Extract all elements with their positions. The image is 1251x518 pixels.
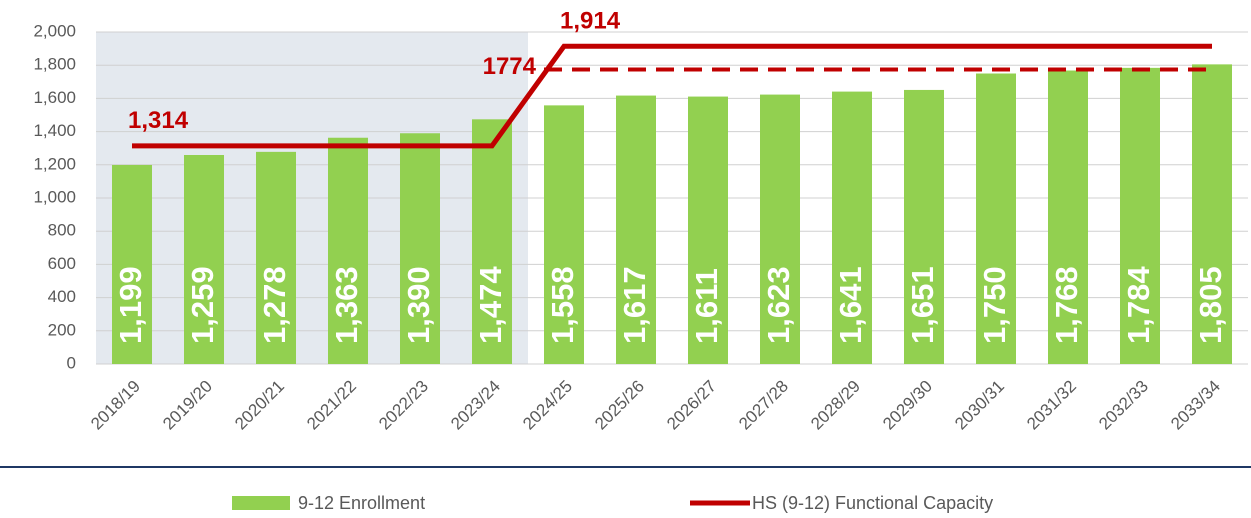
bar-value-label: 1,623 bbox=[761, 266, 796, 344]
y-tick-label: 1,400 bbox=[33, 121, 76, 140]
x-tick-label: 2031/32 bbox=[1023, 377, 1080, 434]
bar bbox=[112, 164, 152, 364]
x-tick-label: 2033/34 bbox=[1167, 377, 1224, 434]
legend-swatch bbox=[232, 496, 290, 510]
bar-value-label: 1,805 bbox=[1193, 266, 1228, 344]
bar bbox=[760, 94, 800, 364]
x-tick-label: 2019/20 bbox=[159, 377, 216, 434]
bar-value-label: 1,651 bbox=[905, 266, 940, 344]
bar-value-label: 1,363 bbox=[329, 266, 364, 344]
x-tick-label: 2026/27 bbox=[663, 377, 720, 434]
bar-value-label: 1,617 bbox=[617, 266, 652, 344]
x-tick-label: 2029/30 bbox=[879, 377, 936, 434]
bar bbox=[976, 73, 1016, 364]
bar bbox=[400, 133, 440, 364]
y-tick-label: 1,800 bbox=[33, 55, 76, 74]
bar-value-label: 1,278 bbox=[257, 266, 292, 344]
x-tick-label: 2032/33 bbox=[1095, 377, 1152, 434]
legend-label: 9-12 Enrollment bbox=[298, 493, 425, 513]
bar-value-label: 1,611 bbox=[689, 268, 724, 344]
bar bbox=[1192, 64, 1232, 365]
y-tick-label: 800 bbox=[48, 221, 76, 240]
bar bbox=[1048, 70, 1088, 365]
bar bbox=[832, 91, 872, 365]
bar bbox=[472, 119, 512, 364]
annotation: 1,914 bbox=[560, 8, 621, 35]
bar-value-label: 1,784 bbox=[1121, 266, 1156, 344]
annotation: 1,314 bbox=[128, 107, 189, 134]
bar bbox=[328, 137, 368, 364]
x-tick-label: 2027/28 bbox=[735, 377, 792, 434]
bar bbox=[1120, 67, 1160, 364]
bar-value-label: 1,199 bbox=[113, 266, 148, 344]
y-tick-label: 600 bbox=[48, 254, 76, 273]
bar-value-label: 1,390 bbox=[401, 266, 436, 344]
x-tick-label: 2023/24 bbox=[447, 377, 504, 434]
bar-value-label: 1,750 bbox=[977, 266, 1012, 344]
x-tick-label: 2028/29 bbox=[807, 377, 864, 434]
x-tick-label: 2025/26 bbox=[591, 377, 648, 434]
bar bbox=[688, 96, 728, 364]
bar bbox=[904, 89, 944, 365]
x-tick-label: 2022/23 bbox=[375, 377, 432, 434]
y-tick-label: 1,600 bbox=[33, 88, 76, 107]
bar bbox=[256, 151, 296, 364]
y-tick-label: 0 bbox=[67, 353, 76, 372]
bar bbox=[544, 105, 584, 364]
y-tick-label: 1,000 bbox=[33, 187, 76, 206]
legend-label: HS (9-12) Functional Capacity bbox=[752, 493, 993, 513]
bar-value-label: 1,259 bbox=[185, 266, 220, 344]
y-tick-label: 400 bbox=[48, 287, 76, 306]
reference-label: 1774 bbox=[483, 53, 537, 80]
y-tick-label: 200 bbox=[48, 320, 76, 339]
x-tick-label: 2018/19 bbox=[87, 377, 144, 434]
x-tick-label: 2020/21 bbox=[231, 377, 288, 434]
y-tick-label: 2,000 bbox=[33, 21, 76, 40]
bar bbox=[184, 155, 224, 364]
bar bbox=[616, 95, 656, 364]
bar-value-label: 1,558 bbox=[545, 266, 580, 344]
bar-value-label: 1,474 bbox=[473, 266, 508, 344]
x-tick-label: 2030/31 bbox=[951, 377, 1008, 434]
x-tick-label: 2021/22 bbox=[303, 377, 360, 434]
bar-value-label: 1,641 bbox=[833, 266, 868, 344]
bar-value-label: 1,768 bbox=[1049, 266, 1084, 344]
y-tick-label: 1,200 bbox=[33, 154, 76, 173]
capacity-line bbox=[132, 43, 1212, 149]
x-tick-label: 2024/25 bbox=[519, 377, 576, 434]
